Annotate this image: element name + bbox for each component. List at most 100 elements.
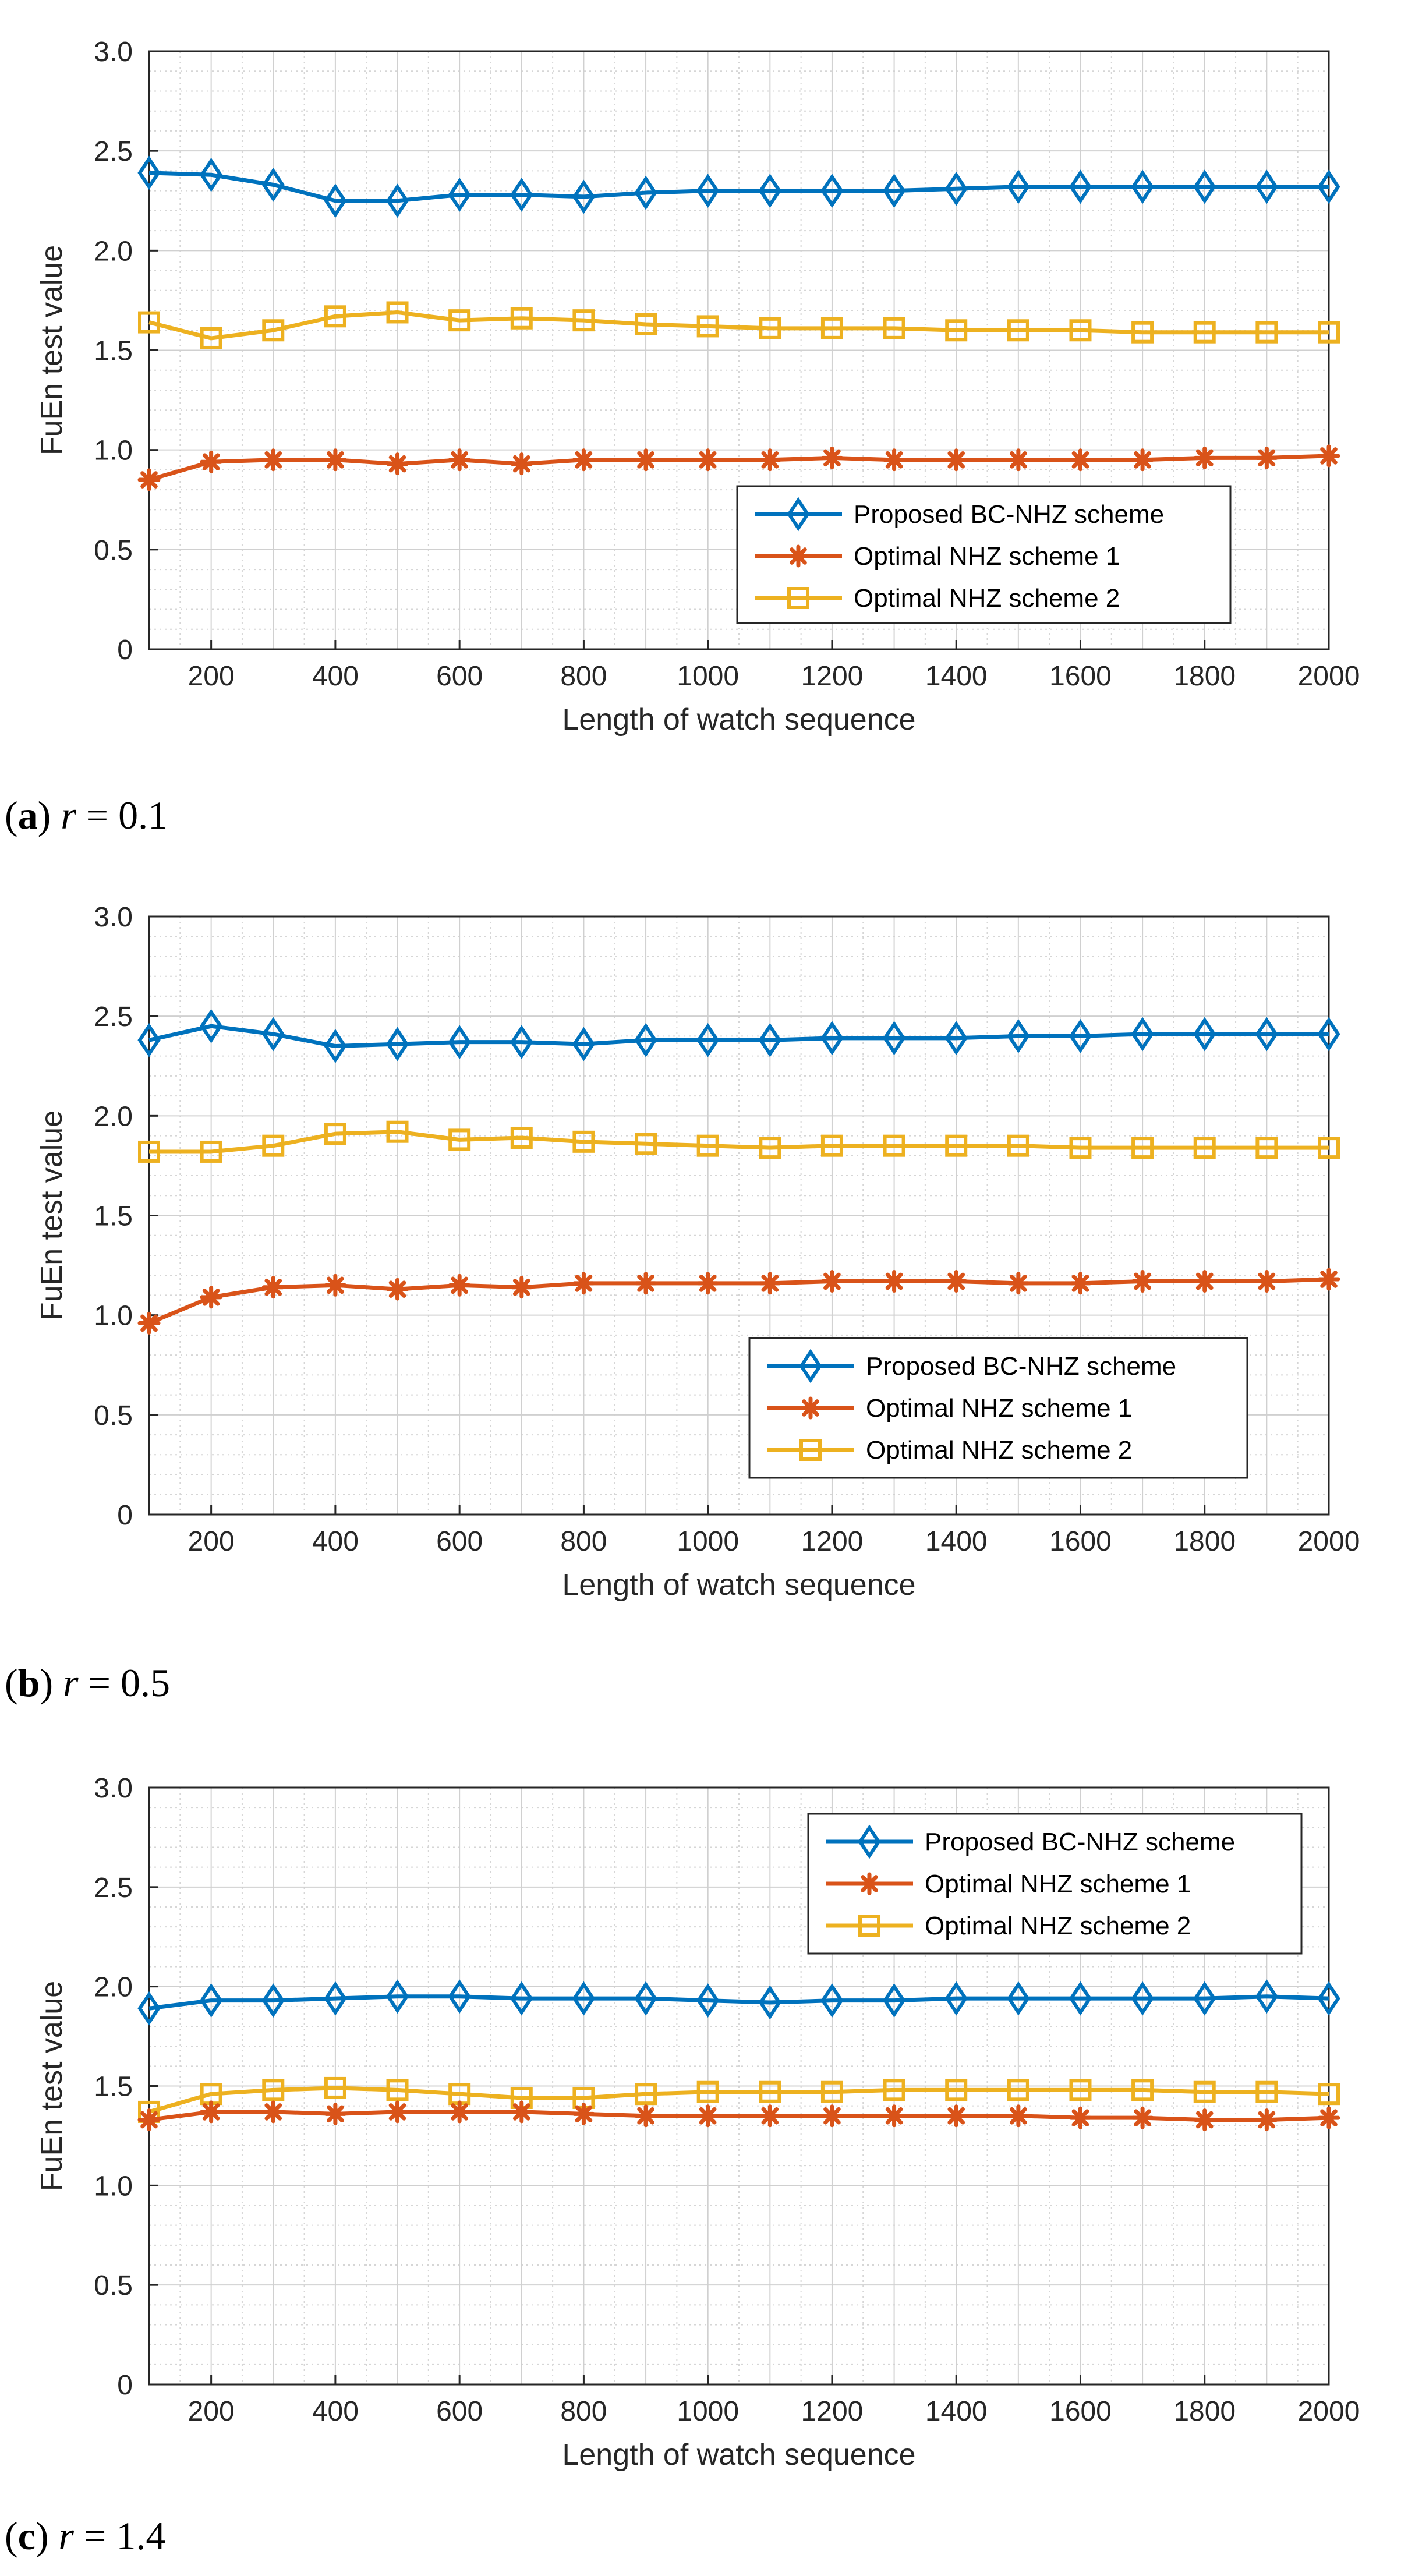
data-point (1131, 1981, 1154, 2016)
data-point (448, 1128, 471, 1151)
y-tick-label: 3.0 (94, 37, 133, 68)
y-tick-label: 0 (117, 1500, 133, 1531)
y-tick-label: 1.5 (94, 2072, 133, 2103)
data-point (1317, 2106, 1340, 2129)
legend: Proposed BC-NHZ scheme Optimal NHZ scheme… (807, 1813, 1303, 1955)
data-point (820, 1269, 844, 1293)
data-point (696, 2080, 719, 2103)
data-point (1131, 2106, 1154, 2129)
data-point (448, 178, 471, 212)
data-point (883, 2079, 905, 2101)
data-point (820, 2080, 843, 2103)
data-point (1007, 448, 1030, 472)
data-point (324, 1029, 347, 1063)
x-tick-label: 400 (312, 2396, 359, 2427)
data-point (944, 2104, 968, 2128)
data-point (1007, 1018, 1030, 1053)
data-point (758, 2104, 781, 2128)
data-point (200, 1140, 222, 1163)
data-point (1193, 446, 1216, 469)
data-point (200, 1009, 223, 1043)
x-axis-label: Length of watch sequence (562, 703, 915, 737)
data-point (572, 1130, 595, 1153)
data-point (572, 309, 595, 332)
x-tick-label: 200 (188, 661, 235, 692)
data-point (1131, 1017, 1154, 1052)
y-tick-label: 3.0 (94, 902, 133, 933)
data-point (386, 1120, 409, 1143)
y-tick-label: 2.0 (94, 236, 133, 267)
x-tick-label: 200 (188, 2396, 235, 2427)
data-point (696, 1022, 720, 1057)
x-tick-label: 1400 (925, 2396, 988, 2427)
x-tick-label: 1800 (1173, 661, 1236, 692)
data-point (634, 175, 657, 210)
data-point (1193, 2080, 1216, 2103)
data-point (137, 1311, 161, 1335)
legend-label: Optimal NHZ scheme 1 (866, 1394, 1132, 1423)
data-point (945, 1134, 968, 1157)
data-point (200, 327, 222, 349)
data-point (1069, 1981, 1092, 2016)
data-point (324, 2102, 347, 2125)
data-point (883, 1269, 906, 1293)
y-tick-label: 2.5 (94, 136, 133, 167)
data-point (1069, 1018, 1092, 1053)
data-point (200, 2100, 223, 2124)
x-tick-label: 800 (560, 1526, 607, 1557)
x-tick-label: 2000 (1298, 1526, 1360, 1557)
x-tick-label: 400 (312, 1526, 359, 1557)
x-tick-label: 1000 (677, 2396, 739, 2427)
data-point (1069, 448, 1092, 472)
data-point (324, 448, 347, 472)
data-point (510, 178, 533, 212)
series-2 (137, 1268, 1340, 1335)
data-point (696, 315, 719, 338)
data-point (1255, 169, 1278, 204)
data-point (1317, 1981, 1340, 2016)
x-tick-label: 1400 (925, 1526, 988, 1557)
legend-marker (858, 1872, 881, 1895)
legend: Proposed BC-NHZ scheme Optimal NHZ scheme… (736, 485, 1232, 624)
data-point (945, 319, 968, 342)
data-point (1193, 1981, 1216, 2016)
x-tick-label: 1600 (1049, 1526, 1112, 1557)
data-point (758, 448, 781, 472)
data-point (385, 1027, 409, 1061)
data-point (510, 2100, 533, 2124)
data-point (261, 2100, 285, 2124)
data-point (324, 1123, 346, 1145)
data-point (944, 1269, 968, 1293)
data-point (758, 174, 781, 208)
data-point (696, 448, 720, 472)
data-point (386, 1278, 409, 1301)
data-point (200, 1286, 223, 1309)
series-2 (137, 2100, 1340, 2132)
data-point (1007, 169, 1030, 204)
data-point (1131, 321, 1154, 344)
data-point (1131, 1137, 1154, 1159)
data-point (759, 1137, 781, 1159)
legend-marker (799, 1349, 822, 1383)
data-point (696, 174, 720, 208)
data-point (138, 311, 160, 334)
data-point (1317, 169, 1340, 204)
y-axis-label: FuEn test value (35, 245, 69, 455)
legend-label: Proposed BC-NHZ scheme (925, 1828, 1235, 1856)
data-point (634, 1022, 657, 1057)
panel-caption: (b) r = 0.5 (5, 1661, 170, 1705)
y-axis-label: FuEn test value (35, 1110, 69, 1321)
y-tick-label: 1.0 (94, 436, 133, 466)
legend-marker (787, 587, 809, 609)
data-point (261, 167, 285, 202)
x-tick-label: 1200 (801, 1526, 864, 1557)
data-point (262, 319, 285, 342)
data-point (386, 301, 409, 324)
data-point (1193, 1017, 1216, 1052)
y-tick-label: 0 (117, 2370, 133, 2401)
x-tick-label: 600 (436, 1526, 483, 1557)
data-point (448, 309, 471, 332)
data-point (510, 1981, 533, 2016)
data-point (882, 1021, 906, 1056)
